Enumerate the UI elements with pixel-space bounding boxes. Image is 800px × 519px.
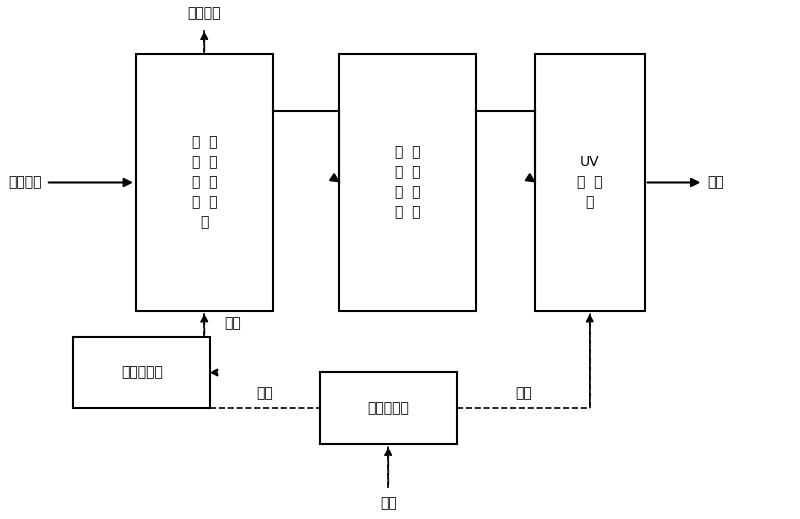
Bar — [535, 54, 645, 311]
Text: 出水: 出水 — [707, 175, 724, 189]
Text: 氮气: 氮气 — [515, 386, 532, 400]
Text: 臭氧尾气: 臭氧尾气 — [188, 6, 221, 20]
Bar — [320, 373, 457, 444]
Bar — [339, 54, 476, 311]
Text: 梯  级
催  化
氧  化
反  应
器: 梯 级 催 化 氧 化 反 应 器 — [192, 135, 217, 229]
Text: 空气分离机: 空气分离机 — [367, 401, 410, 415]
Text: 臭氧发生器: 臭氧发生器 — [121, 365, 162, 379]
Text: 空气: 空气 — [380, 496, 397, 510]
Text: 待处理水: 待处理水 — [9, 175, 42, 189]
Text: 生  物
活  性
炭  反
应  器: 生 物 活 性 炭 反 应 器 — [395, 145, 421, 220]
Text: 氧气: 氧气 — [257, 386, 274, 400]
Bar — [136, 54, 273, 311]
Text: 臭氧: 臭氧 — [224, 317, 241, 331]
Bar — [74, 336, 210, 408]
Text: UV
反  应
器: UV 反 应 器 — [577, 155, 602, 210]
